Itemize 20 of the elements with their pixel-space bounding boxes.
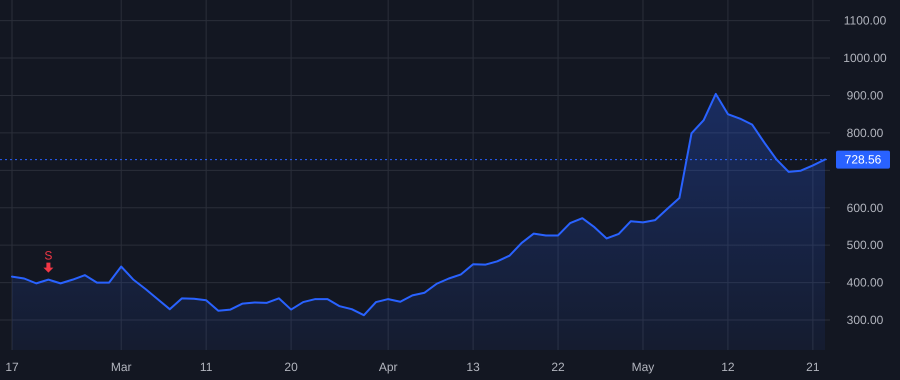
y-tick-label: 1100.00 xyxy=(844,14,887,28)
x-tick-label: May xyxy=(632,360,654,374)
x-tick-label: 20 xyxy=(284,360,298,374)
y-tick-label: 900.00 xyxy=(846,88,884,102)
y-tick-label: 1000.00 xyxy=(843,51,888,66)
y-tick-label: 300.00 xyxy=(846,313,884,328)
x-tick-label: Apr xyxy=(378,360,398,374)
annotation: S xyxy=(44,248,52,263)
x-tick-label: 11 xyxy=(200,360,213,374)
x-tick-label: 21 xyxy=(806,360,820,374)
x-tick-label: 13 xyxy=(466,360,480,374)
x-tick-label: 12 xyxy=(721,360,735,374)
x-tick-label: Mar xyxy=(110,360,132,374)
y-tick-label: 600.00 xyxy=(846,200,884,215)
y-tick-label: 800.00 xyxy=(846,126,884,140)
x-tick-label: 17 xyxy=(5,360,19,374)
y-tick-label: 500.00 xyxy=(846,238,884,252)
y-tick-label: 400.00 xyxy=(846,276,884,290)
x-tick-label: 22 xyxy=(551,360,566,374)
ref-line-label: 728.56 xyxy=(844,152,882,167)
